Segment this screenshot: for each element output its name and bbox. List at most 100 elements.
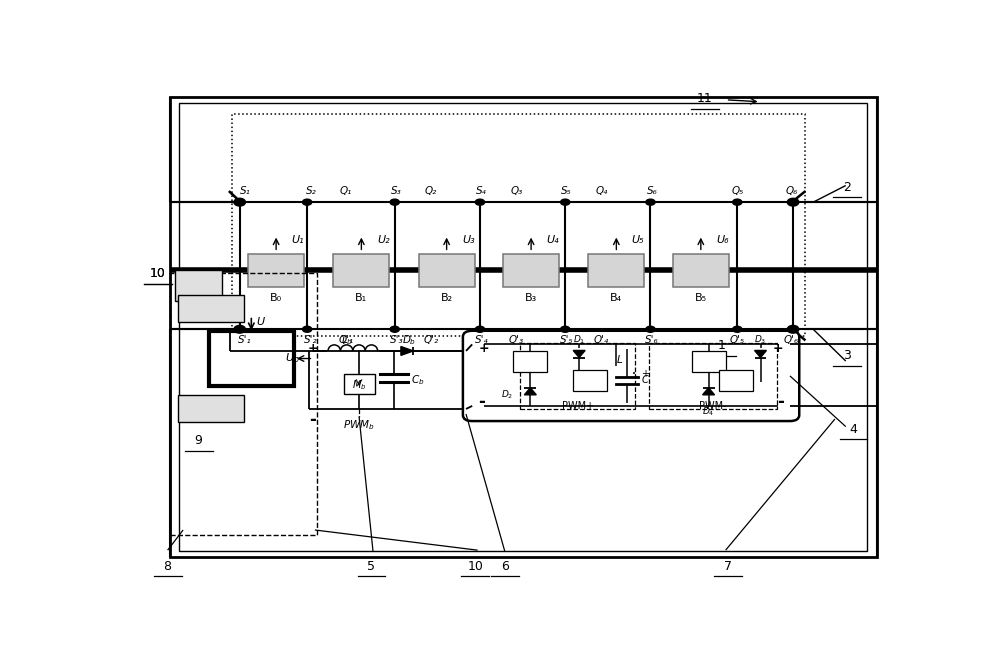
Text: 10: 10 <box>150 267 165 280</box>
Text: 11: 11 <box>697 92 713 105</box>
Bar <box>178 396 244 422</box>
Bar <box>692 351 726 372</box>
Polygon shape <box>401 346 413 356</box>
Text: Q'₂: Q'₂ <box>424 335 439 345</box>
Text: U₅: U₅ <box>632 234 644 245</box>
Text: $U$: $U$ <box>256 314 266 327</box>
Text: 10: 10 <box>150 267 165 280</box>
Circle shape <box>733 199 742 205</box>
Text: $M_3$: $M_3$ <box>702 353 715 365</box>
FancyBboxPatch shape <box>463 331 799 421</box>
Circle shape <box>302 199 312 205</box>
Text: Q₄: Q₄ <box>596 186 608 196</box>
Text: Q'₄: Q'₄ <box>594 335 609 345</box>
Bar <box>170 272 317 535</box>
Circle shape <box>561 326 570 332</box>
Text: S'₄: S'₄ <box>475 335 488 345</box>
Text: U₃: U₃ <box>462 234 475 245</box>
Polygon shape <box>755 350 766 358</box>
Text: Q'₃: Q'₃ <box>509 335 524 345</box>
Circle shape <box>390 326 399 332</box>
Text: 4: 4 <box>850 422 857 436</box>
Bar <box>503 254 559 287</box>
Circle shape <box>561 199 570 205</box>
Text: $M_b$: $M_b$ <box>352 378 366 392</box>
Text: PWM+: PWM+ <box>562 401 594 411</box>
Bar <box>513 351 547 372</box>
Bar <box>673 254 729 287</box>
Text: B₄: B₄ <box>610 293 622 303</box>
Circle shape <box>235 199 244 205</box>
Text: +: + <box>641 369 649 379</box>
Text: $C_b$: $C_b$ <box>411 373 424 387</box>
Text: 10: 10 <box>467 560 483 573</box>
Text: $M_4$: $M_4$ <box>729 373 742 385</box>
Text: 2: 2 <box>843 181 851 193</box>
Text: $U_b$: $U_b$ <box>285 352 299 365</box>
Text: U₂: U₂ <box>377 234 390 245</box>
Text: $L_b$: $L_b$ <box>341 333 353 346</box>
Circle shape <box>733 326 742 332</box>
Circle shape <box>235 326 244 332</box>
Bar <box>344 374 375 394</box>
Bar <box>649 343 777 409</box>
Circle shape <box>302 326 312 332</box>
Text: +: + <box>773 342 784 355</box>
Circle shape <box>646 326 655 332</box>
Bar <box>520 343 635 409</box>
Text: -: - <box>478 393 485 411</box>
Polygon shape <box>573 350 585 358</box>
Text: 6: 6 <box>501 560 509 573</box>
Bar <box>419 254 475 287</box>
Bar <box>573 370 607 391</box>
Polygon shape <box>703 388 715 395</box>
Text: 1: 1 <box>718 339 726 352</box>
Text: B₂: B₂ <box>441 293 453 303</box>
Text: 7: 7 <box>724 560 732 573</box>
Bar <box>179 103 867 551</box>
Text: Q'₁: Q'₁ <box>338 335 353 345</box>
Text: B₁: B₁ <box>355 293 367 303</box>
Text: U₁: U₁ <box>292 234 304 245</box>
Circle shape <box>788 199 798 205</box>
Text: C: C <box>641 375 648 384</box>
Circle shape <box>646 199 655 205</box>
Text: U₆: U₆ <box>716 234 729 245</box>
Text: -: - <box>309 411 316 430</box>
Text: S'₁: S'₁ <box>238 335 252 345</box>
Text: 5: 5 <box>367 560 375 573</box>
Text: S₄: S₄ <box>476 186 487 196</box>
Text: $D_3$: $D_3$ <box>754 333 767 346</box>
Text: -: - <box>777 393 784 411</box>
Polygon shape <box>524 388 536 395</box>
Circle shape <box>475 199 485 205</box>
Text: S'₆: S'₆ <box>645 335 659 345</box>
Circle shape <box>390 199 399 205</box>
Text: Q'₆: Q'₆ <box>784 335 799 345</box>
Text: PWM-: PWM- <box>699 401 726 411</box>
Text: B₃: B₃ <box>525 293 537 303</box>
Text: B₅: B₅ <box>695 293 707 303</box>
Bar <box>178 295 244 322</box>
Bar <box>248 254 304 287</box>
Text: S₅: S₅ <box>561 186 572 196</box>
Text: 3: 3 <box>843 350 851 362</box>
Text: 8: 8 <box>164 560 172 573</box>
Text: 9: 9 <box>195 434 203 447</box>
Text: $M_2$: $M_2$ <box>583 373 597 385</box>
Text: +: + <box>478 342 489 355</box>
Text: S'₅: S'₅ <box>560 335 574 345</box>
Text: +: + <box>307 342 318 355</box>
Text: $D_1$: $D_1$ <box>573 333 585 346</box>
Text: S'₂: S'₂ <box>304 335 318 345</box>
Text: S₂: S₂ <box>306 186 316 196</box>
Text: $M_1$: $M_1$ <box>524 353 537 365</box>
Text: Q₁: Q₁ <box>340 186 352 196</box>
Circle shape <box>788 326 798 332</box>
Text: S'₃: S'₃ <box>389 335 403 345</box>
Text: Q₆: Q₆ <box>785 186 798 196</box>
Text: U₄: U₄ <box>547 234 559 245</box>
Bar <box>175 271 222 301</box>
Bar <box>588 254 644 287</box>
Text: $D_b$: $D_b$ <box>402 333 416 346</box>
